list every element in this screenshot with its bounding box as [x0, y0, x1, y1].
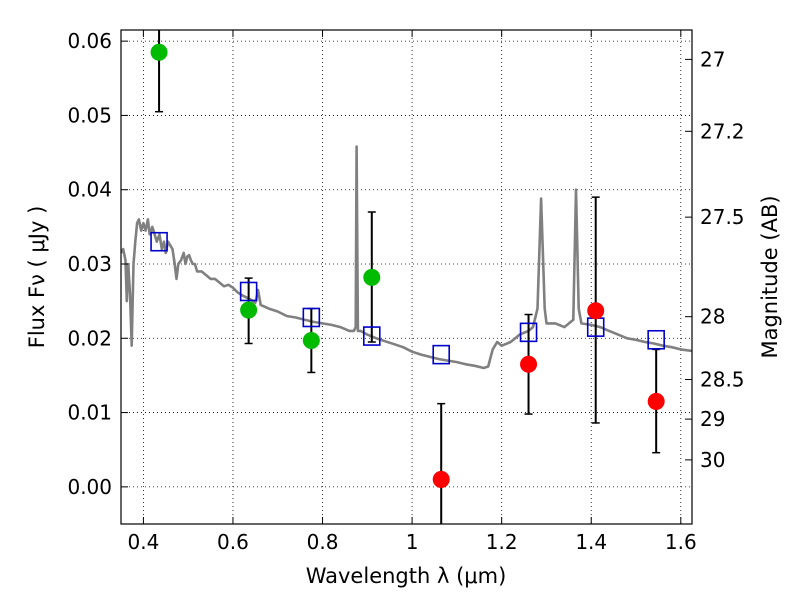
y-tick-label: 0.04 — [67, 178, 112, 202]
plot-frame — [120, 29, 693, 525]
y-tick-label: 0.01 — [67, 401, 112, 425]
y2-axis-title: Magnitude (AB) — [758, 195, 782, 358]
data-point — [587, 302, 605, 320]
y2-tick-label: 28 — [700, 305, 725, 329]
x-tick-label: 1.4 — [575, 530, 607, 554]
y-axis-title: Flux Fν ( μJy ) — [25, 206, 49, 349]
y2-tick-label: 29 — [700, 407, 725, 431]
data-point — [432, 470, 450, 488]
data-point — [363, 268, 381, 286]
data-point — [647, 392, 665, 410]
data-point — [520, 355, 538, 373]
y2-tick-label: 27.2 — [700, 119, 745, 143]
model-square — [432, 344, 451, 365]
x-tick-label: 1.2 — [486, 530, 518, 554]
model-square — [519, 322, 538, 343]
data-point — [302, 332, 320, 350]
model-photometry — [150, 231, 665, 365]
x-tick-label: 0.8 — [307, 530, 339, 554]
x-axis-title: Wavelength λ (μm) — [306, 564, 507, 588]
y-tick-label: 0.06 — [67, 29, 112, 53]
observed-photometry — [150, 43, 665, 488]
x-tick-label: 1.6 — [665, 530, 697, 554]
y-tick-label: 0.03 — [67, 252, 112, 276]
y-tick-label: 0.05 — [67, 103, 112, 127]
model-square — [647, 329, 665, 350]
x-tick-label: 0.6 — [217, 530, 249, 554]
model-square — [239, 281, 258, 302]
y2-tick-label: 30 — [700, 448, 725, 472]
error-bars — [155, 30, 661, 524]
axis-ticks — [121, 30, 692, 524]
y-tick-label: 0.00 — [67, 475, 112, 499]
y2-tick-label: 27.5 — [700, 205, 745, 229]
model-square — [302, 307, 321, 328]
x-tick-label: 0.4 — [127, 530, 159, 554]
data-point — [150, 43, 168, 61]
y2-tick-label: 27 — [700, 47, 725, 71]
x-tick-label: 1 — [406, 530, 419, 554]
model-square — [362, 326, 381, 346]
model-square — [150, 231, 168, 252]
spectrum-line — [121, 145, 692, 370]
axis-tick-labels: 0.4 0.6 0.8 1 1.2 1.4 1.6 0.00 0.01 0.02 0.03 0.04 0… — [67, 29, 744, 554]
data-point — [240, 301, 258, 319]
model-spectrum — [121, 145, 692, 370]
y2-tick-label: 28.5 — [700, 367, 745, 391]
y-tick-label: 0.02 — [67, 326, 112, 350]
